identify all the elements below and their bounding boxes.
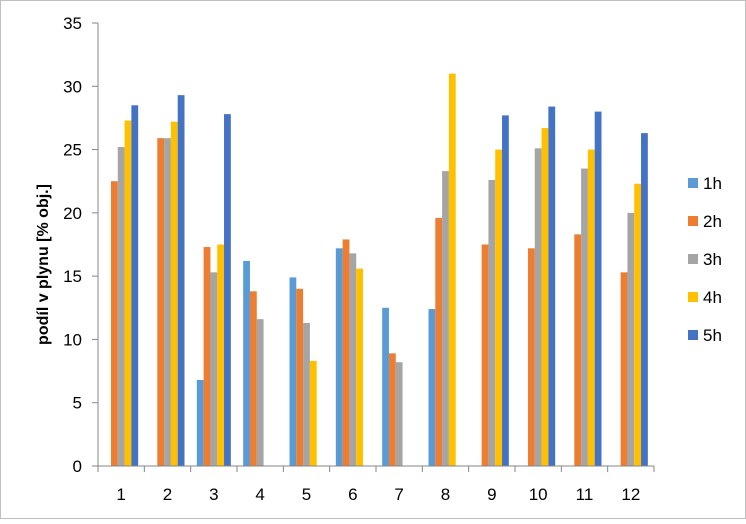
legend-swatch-4h — [688, 292, 698, 302]
bar-4h-1 — [124, 120, 132, 467]
x-tick-label: 10 — [529, 485, 548, 504]
y-tick-label: 30 — [63, 77, 82, 96]
bar-5h-11 — [594, 111, 602, 466]
bar-2h-9 — [481, 244, 489, 466]
bar-3h-3 — [210, 272, 218, 466]
y-tick-label: 10 — [63, 330, 82, 349]
x-tick-label: 1 — [116, 485, 125, 504]
bar-2h-6 — [342, 239, 350, 466]
bar-5h-12 — [641, 133, 648, 466]
bar-3h-10 — [534, 148, 542, 466]
x-tick-label: 9 — [487, 485, 496, 504]
bar-1h-3 — [196, 379, 204, 466]
bar-2h-11 — [574, 234, 582, 466]
bar-2h-1 — [110, 181, 118, 466]
bar-3h-5 — [303, 322, 310, 466]
bar-3h-12 — [627, 212, 635, 466]
x-tick-label: 8 — [441, 485, 450, 504]
y-tick-label: 15 — [63, 267, 82, 286]
bar-3h-8 — [442, 171, 449, 466]
y-axis-title: podíl v plynu [% obj.] — [35, 184, 52, 345]
bar-5h-1 — [131, 105, 139, 467]
y-tick-label: 20 — [63, 204, 82, 223]
bar-4h-5 — [309, 360, 317, 466]
bar-4h-8 — [448, 73, 456, 466]
bar-3h-1 — [117, 147, 125, 467]
bar-1h-7 — [382, 307, 389, 466]
bar-3h-7 — [395, 362, 403, 466]
y-tick-label: 35 — [63, 14, 82, 33]
bar-4h-12 — [634, 183, 642, 466]
bar-3h-9 — [488, 179, 496, 466]
x-tick-label: 7 — [394, 485, 403, 504]
bar-4h-6 — [356, 268, 364, 466]
bar-4h-3 — [217, 244, 225, 466]
legend: 1h 2h 3h 4h 5h — [688, 174, 722, 345]
bar-2h-4 — [249, 291, 257, 466]
x-tick-label: 4 — [255, 485, 264, 504]
y-tick-label: 25 — [63, 141, 82, 160]
bar-1h-6 — [335, 248, 343, 466]
bar-2h-5 — [296, 288, 304, 466]
legend-label-4h: 4h — [703, 288, 722, 307]
x-tick-label: 2 — [163, 485, 172, 504]
legend-swatch-1h — [688, 178, 698, 188]
bar-2h-10 — [527, 248, 535, 466]
bar-5h-2 — [177, 95, 185, 467]
bar-3h-4 — [256, 319, 264, 466]
bar-3h-2 — [164, 138, 171, 466]
bar-1h-4 — [243, 260, 250, 466]
x-tick-label: 6 — [348, 485, 357, 504]
x-tick-label: 5 — [302, 485, 311, 504]
x-tick-label: 11 — [576, 485, 594, 504]
bar-5h-10 — [548, 106, 556, 466]
bar-4h-10 — [541, 128, 549, 467]
x-tick-label: 12 — [621, 485, 640, 504]
bar-2h-8 — [435, 217, 443, 466]
legend-swatch-3h — [688, 254, 698, 264]
bar-2h-12 — [620, 272, 628, 466]
bar-3h-11 — [581, 168, 588, 466]
y-tick-label: 0 — [73, 457, 82, 476]
y-tick-label: 5 — [73, 394, 82, 413]
x-tick-label: 3 — [209, 485, 218, 504]
legend-label-5h: 5h — [703, 326, 722, 345]
bar-2h-2 — [157, 138, 165, 466]
bar-4h-9 — [495, 149, 503, 466]
bar-4h-2 — [170, 121, 178, 466]
bar-4h-11 — [587, 149, 595, 466]
bar-2h-7 — [388, 353, 396, 466]
bar-2h-3 — [203, 247, 211, 466]
bar-5h-9 — [502, 115, 509, 467]
bar-1h-5 — [289, 277, 297, 466]
legend-label-1h: 1h — [703, 174, 722, 193]
bars-layer — [110, 73, 648, 467]
legend-swatch-5h — [688, 330, 698, 340]
bar-1h-8 — [428, 309, 436, 466]
legend-label-3h: 3h — [703, 250, 722, 269]
legend-swatch-2h — [688, 216, 698, 226]
bar-5h-3 — [224, 114, 231, 466]
legend-label-2h: 2h — [703, 212, 722, 231]
bar-3h-6 — [349, 253, 357, 466]
